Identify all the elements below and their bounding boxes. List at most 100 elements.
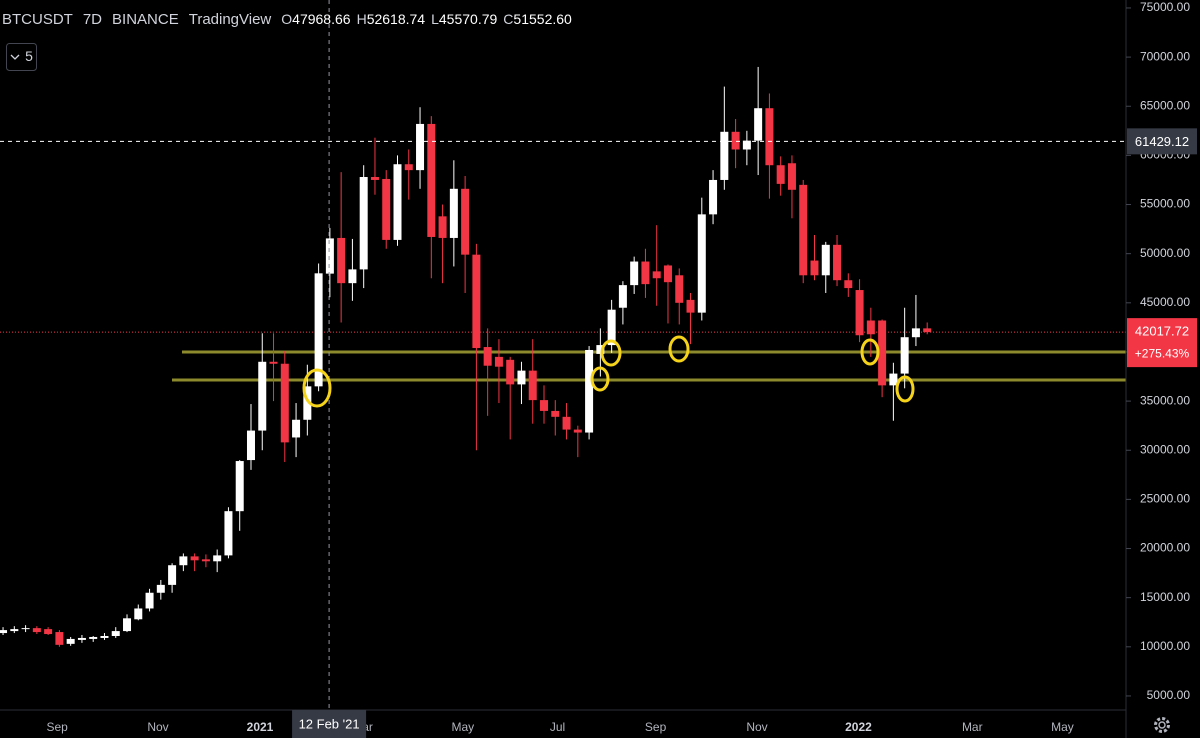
levels: [0, 331, 1126, 382]
candle-body: [878, 320, 887, 386]
candle-body: [494, 356, 503, 367]
candle-body: [190, 556, 199, 561]
candle-body: [810, 260, 819, 276]
candle-body: [246, 430, 255, 461]
time-axis: [0, 710, 1126, 738]
last-price-change: +275.43%: [1135, 346, 1190, 360]
y-tick-label: 35000.00: [1140, 393, 1190, 407]
ohlc-value: 47968.66: [292, 11, 351, 27]
candle-body: [269, 361, 278, 364]
candle-body: [44, 629, 53, 635]
candle-body: [55, 632, 64, 645]
y-tick-label: 50000.00: [1140, 246, 1190, 260]
candle-body: [145, 592, 154, 609]
candle-body: [393, 164, 402, 240]
circle-annotation: [600, 339, 622, 367]
candle-body: [89, 636, 98, 639]
candle-body: [540, 400, 549, 411]
source: TradingView: [189, 11, 272, 28]
candle-body: [663, 265, 672, 283]
indicator-toggle[interactable]: 5: [6, 43, 37, 71]
price-axis: [1126, 0, 1200, 738]
candle-body: [32, 628, 41, 633]
crosshair-price-tag: [1127, 128, 1197, 155]
candle-body: [314, 273, 323, 387]
candle-body: [652, 271, 661, 279]
x-tick-label: 2022: [845, 720, 872, 734]
candle-body: [551, 410, 560, 417]
candle-body: [821, 244, 830, 276]
circle-annotation: [668, 335, 690, 363]
last-price-tag: [1127, 318, 1197, 368]
candle-body: [303, 386, 312, 420]
candle-body: [168, 565, 177, 585]
candle-body: [348, 269, 357, 284]
x-tick-label: Jul: [550, 720, 565, 734]
candle-body: [201, 559, 210, 562]
candle-body: [528, 370, 537, 401]
legend: BTCUSDT 7D BINANCE TradingView O47968.66 H526…: [2, 11, 572, 28]
interval: 7D: [83, 11, 102, 28]
candle-body: [416, 123, 425, 171]
candle-body: [213, 555, 222, 562]
circle-annotation: [590, 366, 610, 392]
candle-body: [776, 165, 785, 184]
candle-body: [866, 320, 875, 335]
candle-body: [258, 361, 267, 431]
candle-body: [111, 631, 120, 636]
toggle-box[interactable]: [6, 43, 37, 71]
x-tick-label: Sep: [645, 720, 667, 734]
candle-body: [923, 328, 932, 333]
candle-body: [280, 363, 289, 443]
circle-annotation: [302, 368, 332, 408]
candle-body: [720, 131, 729, 180]
price-tags: 12 Feb '21 61429.12 42017.72 +275.43%: [292, 128, 1197, 738]
y-tick-label: 15000.00: [1140, 590, 1190, 604]
gear-teeth: [1154, 717, 1170, 733]
y-tick-label: 70000.00: [1140, 49, 1190, 63]
candle-body: [382, 178, 391, 240]
candle-body: [449, 188, 458, 238]
x-tick-label: Mar: [962, 720, 983, 734]
candle-body: [855, 290, 864, 336]
y-tick-label: 65000.00: [1140, 98, 1190, 112]
candle-body: [156, 584, 165, 593]
ohlc-key: C: [503, 11, 513, 27]
settings[interactable]: [1154, 717, 1170, 733]
y-tick-label: 75000.00: [1140, 0, 1190, 14]
candle-body: [506, 359, 515, 385]
candle-body: [123, 618, 132, 632]
x-tick-label: 2021: [247, 720, 274, 734]
candle-body: [844, 280, 853, 289]
candle-body: [483, 347, 492, 366]
y-tick-label: 45000.00: [1140, 295, 1190, 309]
candle-body: [134, 608, 143, 620]
candle-body: [359, 177, 368, 270]
candle-body: [66, 638, 75, 644]
x-tick-label: May: [1051, 720, 1074, 734]
candle-body: [630, 261, 639, 286]
candle-body: [224, 511, 233, 556]
candle-body: [461, 188, 470, 255]
candle-body: [754, 108, 763, 141]
ohlc-value: 51552.60: [513, 11, 572, 27]
crosshair-date-tag: [292, 710, 367, 738]
candle-body: [911, 328, 920, 338]
candle-body: [10, 629, 19, 632]
candle-body: [799, 184, 808, 276]
ohlc-key: O: [281, 11, 292, 27]
crosshair-date: 12 Feb '21: [299, 716, 360, 731]
candle-body: [607, 309, 616, 346]
candle-body: [765, 108, 774, 166]
candle-body: [438, 216, 447, 238]
candle-body: [325, 238, 334, 274]
axes: 75000.0070000.0065000.0060000.0055000.00…: [46, 0, 1190, 734]
candle-body: [742, 140, 751, 150]
ohlc-key: H: [357, 11, 367, 27]
x-tick-label: Nov: [147, 720, 168, 734]
candle-body: [370, 177, 379, 180]
annotations: [302, 335, 915, 408]
candle-body: [731, 131, 740, 150]
